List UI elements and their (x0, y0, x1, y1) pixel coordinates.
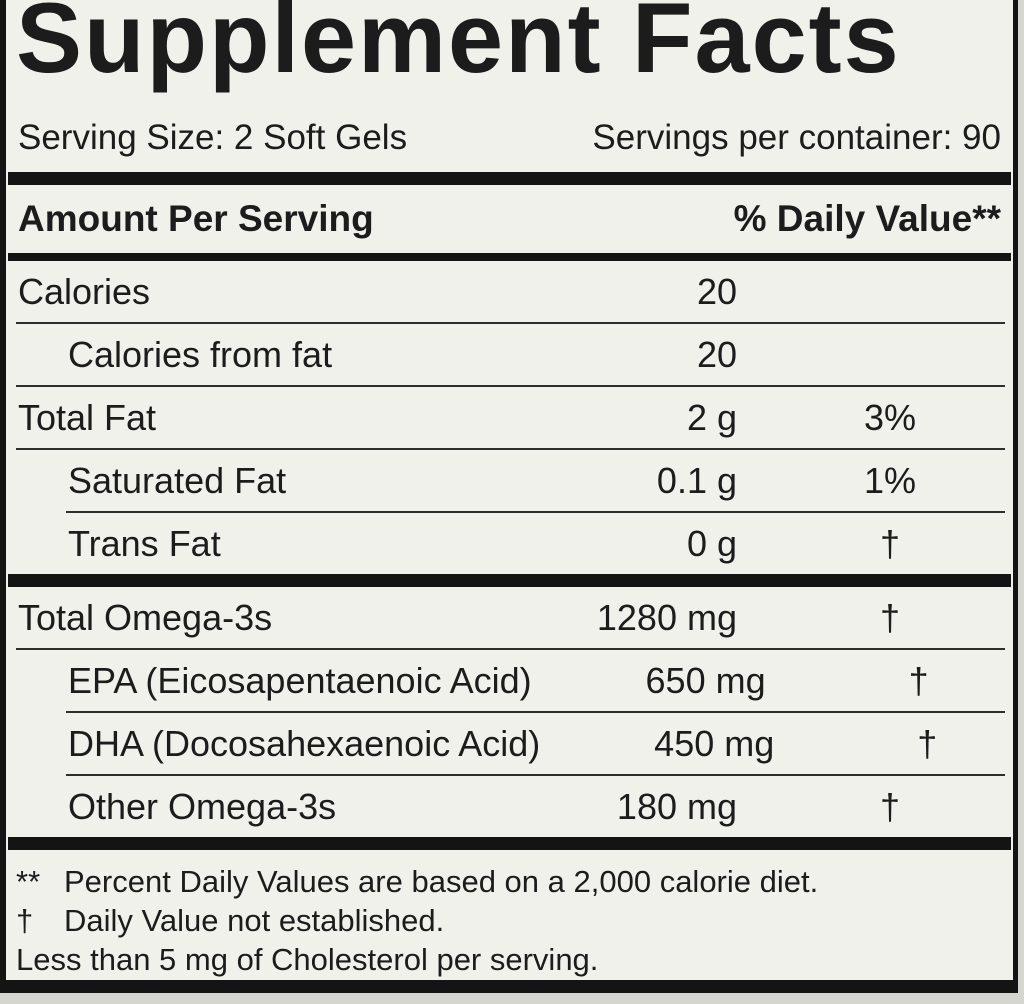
nutrient-daily-value: 1% (863, 459, 917, 501)
nutrient-amount: 2 g (686, 396, 737, 438)
row-divider-line (16, 648, 1005, 650)
nutrient-amount: 20 (696, 333, 737, 375)
nutrient-row: Total Fat 2 g 3% (6, 387, 1013, 448)
thick-section-bar (8, 837, 1011, 850)
footnote-text: Less than 5 mg of Cholesterol per servin… (16, 942, 599, 977)
label-title: Supplement Facts (16, 0, 901, 93)
column-header-daily-value: % Daily Value** (733, 198, 1001, 239)
row-divider-line (66, 711, 1005, 713)
medium-divider-bar (8, 253, 1011, 261)
nutrient-daily-value: † (879, 785, 901, 827)
row-divider-line (16, 385, 1005, 387)
nutrient-table: Calories 20 Calories from fat 20 Total F… (6, 261, 1013, 850)
nutrient-amount: 650 mg (645, 659, 766, 701)
table-header-row: Amount Per Serving % Daily Value** (6, 185, 1013, 253)
nutrient-name: Other Omega-3s (68, 785, 337, 827)
nutrient-name: Calories (18, 270, 151, 312)
nutrient-name: EPA (Eicosapentaenoic Acid) (68, 659, 532, 701)
nutrient-amount: 1280 mg (596, 596, 737, 638)
footnote: † Daily Value not established. (16, 901, 1001, 940)
nutrient-name: Total Fat (18, 396, 157, 438)
nutrient-name: Calories from fat (68, 333, 333, 375)
servings-per-container: Servings per container: 90 (592, 118, 1001, 157)
nutrient-name: Trans Fat (68, 522, 221, 564)
footnote-marker: † (16, 903, 34, 938)
nutrient-name: Total Omega-3s (18, 596, 273, 638)
nutrient-amount: 450 mg (654, 722, 775, 764)
thick-section-bar (8, 574, 1011, 587)
row-divider-line (66, 774, 1005, 776)
thick-divider-bar (8, 172, 1011, 185)
nutrient-row: Calories from fat 20 (6, 324, 1013, 385)
nutrient-daily-value: † (879, 596, 901, 638)
row-divider-line (16, 448, 1005, 450)
row-divider-line (16, 322, 1005, 324)
nutrient-row: Calories 20 (6, 261, 1013, 322)
nutrient-row: EPA (Eicosapentaenoic Acid) 650 mg † (6, 650, 1013, 711)
nutrient-row: Other Omega-3s 180 mg † (6, 776, 1013, 837)
nutrient-name: DHA (Docosahexaenoic Acid) (68, 722, 541, 764)
footnote-text: Percent Daily Values are based on a 2,00… (64, 864, 819, 899)
footnote: ** Percent Daily Values are based on a 2… (16, 862, 1001, 901)
nutrient-daily-value: 3% (863, 396, 917, 438)
nutrient-row: DHA (Docosahexaenoic Acid) 450 mg † (6, 713, 1013, 774)
footnote-text: Daily Value not established. (64, 903, 445, 938)
nutrient-daily-value: † (879, 522, 901, 564)
serving-size: Serving Size: 2 Soft Gels (18, 118, 408, 157)
nutrient-row: Total Omega-3s 1280 mg † (6, 587, 1013, 648)
nutrient-row: Trans Fat 0 g † (6, 513, 1013, 574)
nutrient-name: Saturated Fat (68, 459, 287, 501)
row-divider-line (66, 511, 1005, 513)
nutrient-amount: 180 mg (616, 785, 737, 827)
column-header-amount-per-serving: Amount Per Serving (18, 198, 374, 239)
nutrient-amount: 20 (696, 270, 737, 312)
nutrient-amount: 0 g (686, 522, 737, 564)
serving-info-row: Serving Size: 2 Soft Gels Servings per c… (6, 87, 1013, 172)
footnote: Less than 5 mg of Cholesterol per servin… (16, 940, 1001, 979)
nutrient-daily-value: † (908, 659, 929, 701)
footnotes-section: ** Percent Daily Values are based on a 2… (6, 850, 1013, 979)
nutrient-daily-value: † (917, 722, 938, 764)
nutrient-amount: 0.1 g (656, 459, 737, 501)
footnote-marker: ** (16, 864, 41, 899)
nutrient-row: Saturated Fat 0.1 g 1% (6, 450, 1013, 511)
